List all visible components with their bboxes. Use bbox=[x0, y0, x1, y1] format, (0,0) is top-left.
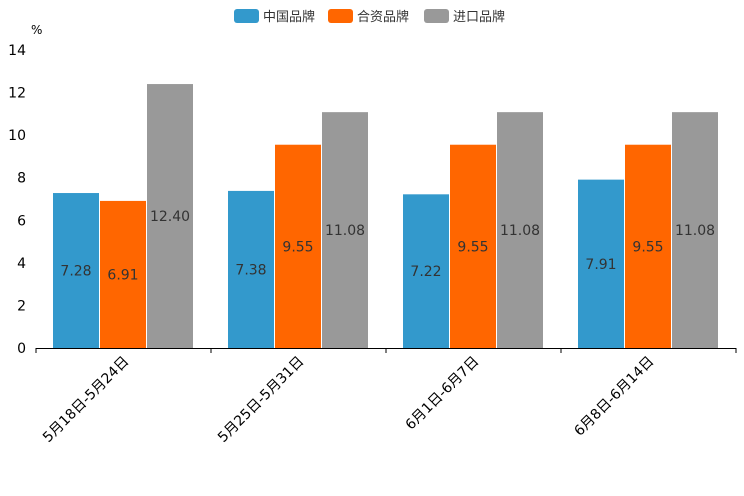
x-category-label: 5月25日-5月31日 bbox=[215, 354, 307, 446]
y-tick-label: 8 bbox=[17, 171, 26, 187]
y-tick-label: 2 bbox=[17, 298, 26, 314]
y-tick-label: 12 bbox=[8, 86, 26, 102]
bar bbox=[228, 190, 274, 348]
legend-label-3: 进口品牌 bbox=[453, 9, 505, 25]
data-label: 7.38 bbox=[235, 262, 266, 278]
y-tick-label: 10 bbox=[8, 128, 26, 144]
data-label: 7.91 bbox=[585, 257, 616, 273]
bar bbox=[403, 194, 449, 348]
legend-swatch-2 bbox=[328, 9, 353, 23]
bar bbox=[497, 112, 543, 348]
y-axis-unit-label: % bbox=[31, 23, 42, 37]
bar bbox=[275, 144, 321, 348]
x-category-label: 6月1日-6月7日 bbox=[403, 354, 483, 434]
data-label: 7.28 bbox=[60, 264, 91, 280]
bar bbox=[450, 144, 496, 348]
bar bbox=[578, 179, 624, 348]
bar bbox=[672, 112, 718, 348]
x-category-label: 5月18日-5月24日 bbox=[40, 354, 132, 446]
data-label: 9.55 bbox=[632, 239, 663, 255]
data-label: 12.40 bbox=[150, 209, 190, 225]
y-tick-label: 0 bbox=[17, 341, 26, 357]
y-tick-label: 6 bbox=[17, 213, 26, 229]
legend-swatch-1 bbox=[234, 9, 259, 23]
data-label: 11.08 bbox=[325, 223, 365, 239]
data-label: 6.91 bbox=[107, 267, 138, 283]
data-label: 7.22 bbox=[410, 264, 441, 280]
bar bbox=[625, 144, 671, 348]
bar bbox=[100, 200, 146, 348]
data-label: 11.08 bbox=[675, 223, 715, 239]
bar bbox=[322, 112, 368, 348]
data-label: 9.55 bbox=[282, 239, 313, 255]
x-category-label: 6月8日-6月14日 bbox=[571, 354, 657, 440]
legend-swatch-3 bbox=[424, 9, 449, 23]
legend-label-2: 合资品牌 bbox=[357, 9, 409, 25]
data-label: 11.08 bbox=[500, 223, 540, 239]
data-label: 9.55 bbox=[457, 239, 488, 255]
bar bbox=[147, 84, 193, 349]
legend-label-1: 中国品牌 bbox=[263, 9, 315, 25]
bar bbox=[53, 193, 99, 348]
y-tick-label: 14 bbox=[8, 43, 26, 59]
y-tick-label: 4 bbox=[17, 256, 26, 272]
